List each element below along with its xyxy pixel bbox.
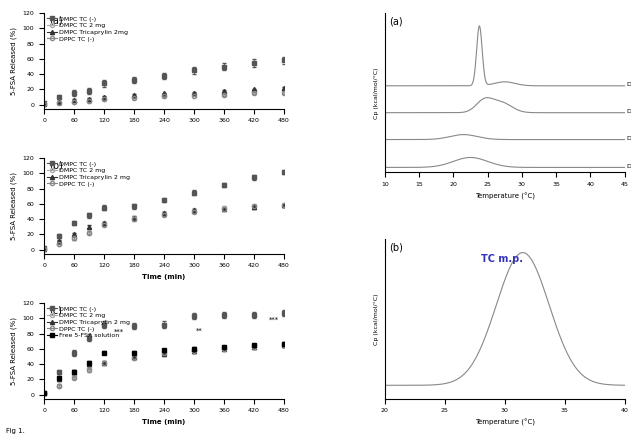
Y-axis label: 5-FSA Released (%): 5-FSA Released (%)	[11, 27, 17, 95]
Text: (b): (b)	[49, 160, 63, 170]
Text: ***: ***	[114, 329, 124, 335]
X-axis label: Time (min): Time (min)	[143, 419, 186, 425]
Text: (a): (a)	[49, 15, 62, 25]
Text: (a): (a)	[389, 16, 403, 26]
Text: ***: ***	[269, 316, 279, 322]
Y-axis label: Cp (kcal/mol/°C): Cp (kcal/mol/°C)	[374, 293, 379, 345]
Text: DMPC + Tricaprin: DMPC + Tricaprin	[627, 109, 631, 114]
Text: DMPC + Tricaprylin: DMPC + Tricaprylin	[627, 136, 631, 141]
X-axis label: Time (min): Time (min)	[143, 274, 186, 280]
Text: TC m.p.: TC m.p.	[481, 254, 522, 264]
Text: (b): (b)	[389, 243, 403, 252]
Text: (c): (c)	[49, 305, 62, 315]
Y-axis label: 5-FSA Released (%): 5-FSA Released (%)	[11, 172, 17, 240]
X-axis label: Temperature (°C): Temperature (°C)	[475, 193, 534, 200]
Text: DMPC + Captex 300: DMPC + Captex 300	[627, 164, 631, 169]
X-axis label: Temperature (°C): Temperature (°C)	[475, 419, 534, 426]
Text: DMPC alone: DMPC alone	[627, 82, 631, 87]
Legend: DMPC TC (-), DMPC TC 2 mg, DMPC Tricaprylin 2 mg, DPPC TC (-), Free 5-FSA soluti: DMPC TC (-), DMPC TC 2 mg, DMPC Tricapry…	[47, 306, 129, 338]
Text: **: **	[196, 328, 203, 334]
Legend: DMPC TC (-), DMPC TC 2 mg, DMPC Tricaprylin 2 mg, DPPC TC (-): DMPC TC (-), DMPC TC 2 mg, DMPC Tricapry…	[47, 161, 129, 187]
Y-axis label: 5-FSA Released (%): 5-FSA Released (%)	[11, 317, 17, 385]
Y-axis label: Cp (kcal/mol/°C): Cp (kcal/mol/°C)	[374, 67, 379, 119]
Text: Fig 1.: Fig 1.	[6, 427, 25, 434]
Legend: DMPC TC (-), DMPC TC 2 mg, DMPC Tricaprylin 2mg, DPPC TC (-): DMPC TC (-), DMPC TC 2 mg, DMPC Tricapry…	[47, 16, 127, 42]
